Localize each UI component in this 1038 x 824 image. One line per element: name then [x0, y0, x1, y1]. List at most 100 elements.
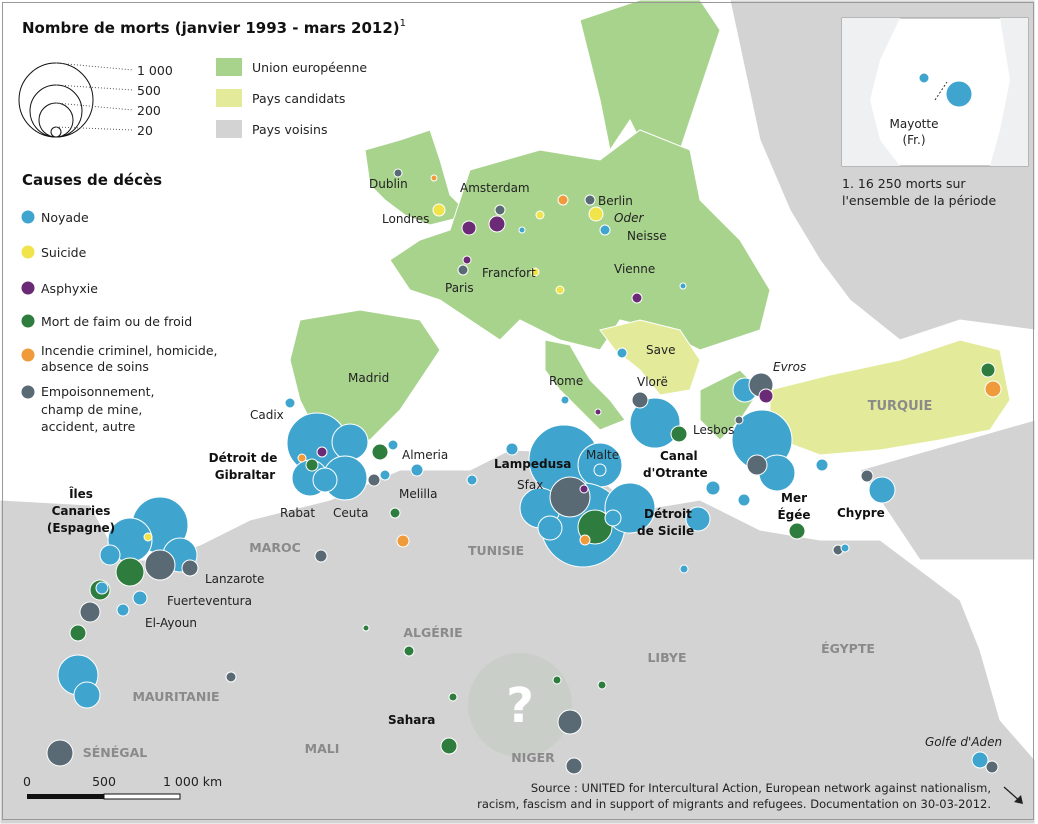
death-circle [985, 760, 999, 774]
label-mauritanie: MAURITANIE [132, 689, 219, 704]
death-circle [734, 415, 744, 425]
cause-dot-faim [20, 313, 36, 329]
cause-label-faim: Mort de faim ou de froid [41, 314, 192, 329]
cause-label-noyade: Noyade [41, 210, 89, 225]
death-circle [594, 408, 602, 416]
size-legend: 1 000 500 200 20 [18, 62, 173, 138]
death-circle [225, 671, 237, 683]
label-amsterdam: Amsterdam [460, 181, 530, 195]
label-tunisie: TUNISIE [468, 543, 524, 558]
death-circle [284, 397, 296, 409]
label-neisse: Neisse [627, 229, 667, 243]
label-madrid: Madrid [348, 371, 389, 385]
death-circle [971, 751, 989, 769]
death-circle [584, 194, 596, 206]
death-circle [537, 515, 563, 541]
label-gibraltar-1: Détroit de [209, 451, 278, 465]
death-circle [379, 469, 391, 481]
label-chypre: Chypre [837, 506, 885, 520]
zone-swatch-eu [216, 58, 242, 76]
label-sicile-2: de Sicile [637, 524, 694, 538]
cause-label-incendie-2: absence de soins [41, 359, 149, 374]
label-lesbos: Lesbos [693, 423, 734, 437]
death-circle [505, 442, 519, 456]
label-melilla: Melilla [399, 487, 437, 501]
death-circle [115, 557, 145, 587]
footnote-2: l'ensemble de la période [842, 193, 996, 208]
death-circles [46, 168, 1002, 775]
death-circle [69, 624, 87, 642]
label-almeria: Almeria [402, 448, 448, 462]
death-circle [457, 264, 469, 276]
cause-dot-suicide [20, 244, 36, 260]
death-circle [73, 681, 101, 709]
death-circle [530, 267, 540, 277]
death-circle [579, 534, 591, 546]
death-circle [597, 680, 607, 690]
label-sicile-1: Détroit [644, 507, 692, 521]
label-canaries-2: Canaries [52, 504, 111, 518]
death-circle [631, 292, 643, 304]
label-oder: Oder [614, 211, 644, 225]
label-londres: Londres [382, 212, 429, 226]
inset-circle-small [918, 72, 930, 84]
label-berlin: Berlin [598, 194, 633, 208]
death-circle [461, 220, 477, 236]
death-circle [432, 203, 446, 217]
size-legend-label-20: 20 [137, 123, 153, 138]
death-circle [868, 476, 896, 504]
death-circle [331, 423, 369, 461]
label-lampedusa: Lampedusa [494, 457, 571, 471]
death-circle [616, 347, 628, 359]
size-legend-20 [50, 126, 62, 138]
death-circle [181, 559, 199, 577]
label-niger: NIGER [511, 750, 555, 765]
death-circle [549, 476, 591, 518]
label-rome: Rome [549, 374, 583, 388]
label-canaries-3: (Espagne) [47, 521, 115, 535]
death-circle [488, 215, 506, 233]
death-circle [788, 522, 806, 540]
death-circle [371, 443, 389, 461]
causes-title: Causes de décès [22, 171, 162, 189]
size-legend-label-500: 500 [137, 83, 161, 98]
death-circle [95, 581, 109, 595]
label-egee-2: Égée [777, 507, 810, 522]
label-save: Save [646, 343, 675, 357]
death-circle [440, 737, 458, 755]
death-circle [494, 204, 506, 216]
label-otrante-1: Canal [660, 449, 698, 463]
scale-label-mid: 500 [92, 774, 116, 789]
death-circle [143, 532, 153, 542]
label-lanzarote: Lanzarote [205, 572, 264, 586]
death-circle [79, 601, 101, 623]
unknown-mark: ? [506, 678, 534, 734]
death-circle [448, 692, 458, 702]
source: Source : UNITED for Intercultural Action… [477, 781, 991, 811]
death-circle [518, 226, 526, 234]
death-circle [705, 480, 721, 496]
arrow-icon [1003, 786, 1023, 804]
label-vlore: Vlorë [637, 375, 668, 389]
death-circle [396, 534, 410, 548]
death-circle [116, 603, 130, 617]
inset-circle-large [945, 80, 973, 108]
source-line-2: racism, fascism and in support of migran… [477, 797, 991, 811]
death-circle [980, 362, 996, 378]
death-circle [46, 739, 74, 767]
label-ceuta: Ceuta [333, 506, 368, 520]
label-mali: MALI [305, 741, 340, 756]
label-turquie: TURQUIE [868, 399, 933, 414]
zone-legend: Union européenne Pays candidats Pays voi… [216, 58, 367, 138]
zone-label-candidates: Pays candidats [252, 91, 345, 106]
death-circle [99, 544, 121, 566]
scale-bar: 0 500 1 000 km [23, 774, 222, 800]
death-circle [557, 709, 583, 735]
cause-label-incendie-1: Incendie criminel, homicide, [41, 343, 218, 358]
label-gibraltar-2: Gibraltar [215, 468, 276, 482]
label-elayoun: El-Ayoun [145, 616, 197, 630]
cause-label-suicide: Suicide [41, 245, 87, 260]
death-circle [588, 206, 604, 222]
death-circle [557, 194, 569, 206]
label-malte: Malte [586, 448, 619, 462]
